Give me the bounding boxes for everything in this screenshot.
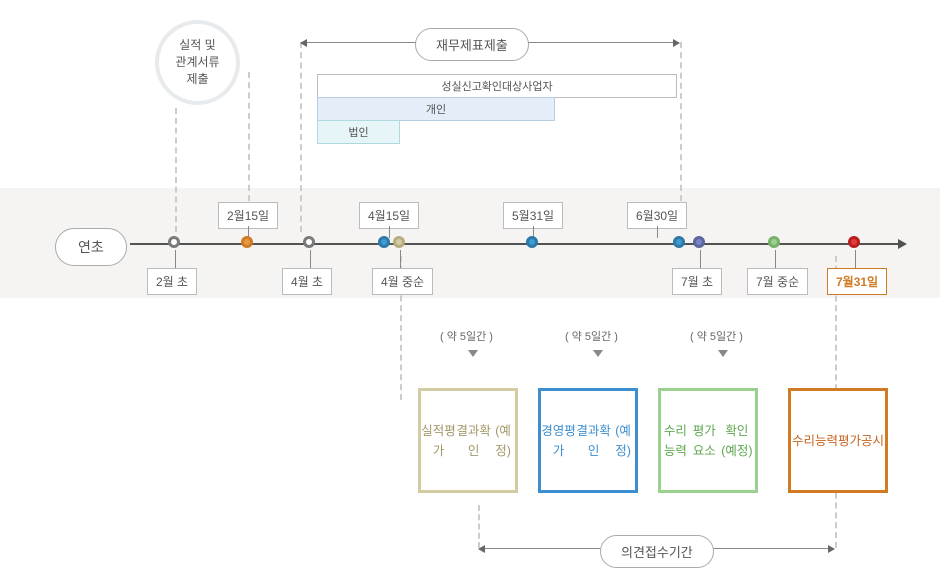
category-bar: 성실신고확인대상사업자 <box>317 74 677 98</box>
date-tick <box>700 250 701 268</box>
timeline-marker <box>168 236 180 248</box>
date-tick <box>657 226 658 238</box>
timeline-marker <box>848 236 860 248</box>
result-line: 실적평가 <box>421 421 456 461</box>
result-line: 경영평가 <box>541 421 576 461</box>
timeline-marker <box>241 236 253 248</box>
chevron-down-icon <box>468 350 478 357</box>
chevron-down-icon <box>718 350 728 357</box>
date-box-above: 4월15일 <box>359 202 419 229</box>
date-tick <box>855 250 856 268</box>
submission-badge-text: 실적 및 관계서류 제출 <box>175 37 219 87</box>
timeline-marker <box>526 236 538 248</box>
submission-badge: 실적 및 관계서류 제출 <box>155 20 240 105</box>
date-box-above: 2월15일 <box>218 202 278 229</box>
date-tick <box>775 250 776 268</box>
result-line: (예정) <box>611 421 635 461</box>
guide-dash <box>175 108 177 232</box>
chevron-down-icon <box>593 350 603 357</box>
date-tick <box>389 226 390 238</box>
date-box-below: 7월 초 <box>672 268 722 295</box>
date-box-highlight: 7월31일 <box>827 268 887 295</box>
bracket-arrow-left <box>300 39 307 47</box>
guide-dash <box>478 505 480 548</box>
start-label-text: 연초 <box>78 239 104 255</box>
result-box: 경영평가결과확인(예정) <box>538 388 638 493</box>
guide-dash <box>680 42 682 201</box>
result-line: 결과확인 <box>456 421 491 461</box>
opinion-period-text: 의견접수기간 <box>621 545 693 560</box>
date-tick <box>400 250 401 268</box>
date-box-below: 2월 초 <box>147 268 197 295</box>
duration-label: ( 약 5일간 ) <box>440 328 493 344</box>
opinion-arrow-left <box>478 545 485 553</box>
result-line: 결과확인 <box>576 421 611 461</box>
timeline-marker <box>673 236 685 248</box>
timeline-marker <box>303 236 315 248</box>
guide-dash <box>248 72 250 201</box>
date-box-above: 5월31일 <box>503 202 563 229</box>
timeline-marker <box>768 236 780 248</box>
opinion-period-label: 의견접수기간 <box>600 535 714 568</box>
result-box: 수리능력평가요소확인 (예정) <box>658 388 758 493</box>
category-bar: 개인 <box>317 97 555 121</box>
duration-label: ( 약 5일간 ) <box>690 328 743 344</box>
result-line: 평가공시 <box>838 431 884 451</box>
date-tick <box>310 250 311 268</box>
date-box-above: 6월30일 <box>627 202 687 229</box>
result-line: 수리능력 <box>661 421 690 461</box>
start-label: 연초 <box>55 228 127 266</box>
financial-statement-label: 재무제표제출 <box>415 28 529 61</box>
result-line: 확인 (예정) <box>719 421 755 461</box>
result-line: 평가요소 <box>690 421 719 461</box>
timeline-marker <box>693 236 705 248</box>
result-line: (예정) <box>491 421 515 461</box>
date-box-below: 4월 초 <box>282 268 332 295</box>
timeline-arrowhead <box>898 239 907 249</box>
financial-statement-text: 재무제표제출 <box>436 38 508 53</box>
bracket-arrow-right <box>673 39 680 47</box>
result-box: 수리능력평가공시 <box>788 388 888 493</box>
date-box-below: 7월 중순 <box>747 268 808 295</box>
result-box: 실적평가결과확인(예정) <box>418 388 518 493</box>
date-tick <box>175 250 176 268</box>
timeline-marker <box>393 236 405 248</box>
result-line: 수리능력 <box>792 431 838 451</box>
timeline-marker <box>378 236 390 248</box>
opinion-arrow-right <box>828 545 835 553</box>
guide-dash <box>300 42 302 232</box>
category-bar: 법인 <box>317 120 400 144</box>
date-box-below: 4월 중순 <box>372 268 433 295</box>
duration-label: ( 약 5일간 ) <box>565 328 618 344</box>
